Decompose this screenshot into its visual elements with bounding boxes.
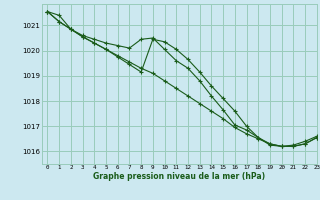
X-axis label: Graphe pression niveau de la mer (hPa): Graphe pression niveau de la mer (hPa) — [93, 172, 265, 181]
